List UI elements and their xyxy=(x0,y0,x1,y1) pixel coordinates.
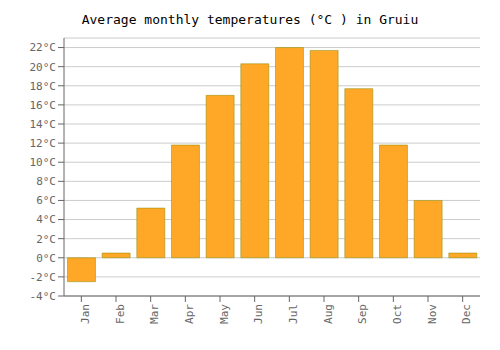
svg-text:2°C: 2°C xyxy=(36,233,56,246)
svg-text:20°C: 20°C xyxy=(30,61,57,74)
svg-text:Nov: Nov xyxy=(426,304,439,324)
svg-text:Oct: Oct xyxy=(391,304,404,324)
svg-text:May: May xyxy=(218,304,231,324)
svg-text:Dec: Dec xyxy=(460,304,473,324)
svg-text:6°C: 6°C xyxy=(36,194,56,207)
svg-text:Aug: Aug xyxy=(322,304,335,324)
svg-text:10°C: 10°C xyxy=(30,156,57,169)
svg-text:Apr: Apr xyxy=(183,304,196,324)
svg-text:Mar: Mar xyxy=(148,304,161,324)
svg-text:-4°C: -4°C xyxy=(30,290,57,303)
svg-text:4°C: 4°C xyxy=(36,213,56,226)
svg-text:-2°C: -2°C xyxy=(30,271,57,284)
svg-text:8°C: 8°C xyxy=(36,175,56,188)
svg-text:12°C: 12°C xyxy=(30,137,57,150)
html-text:Average monthly temperatures (: Average monthly temperatures (°C ) in Gr… xyxy=(81,12,419,27)
svg-text:Jul: Jul xyxy=(287,304,300,324)
svg-text:Jun: Jun xyxy=(252,304,265,324)
svg-text:18°C: 18°C xyxy=(30,80,57,93)
svg-text:14°C: 14°C xyxy=(30,118,57,131)
svg-text:16°C: 16°C xyxy=(30,99,57,112)
svg-text:0°C: 0°C xyxy=(36,252,56,265)
svg-text:22°C: 22°C xyxy=(30,41,57,54)
svg-text:Jan: Jan xyxy=(79,304,92,324)
svg-text:Feb: Feb xyxy=(114,304,127,324)
svg-text:Sep: Sep xyxy=(356,304,369,324)
